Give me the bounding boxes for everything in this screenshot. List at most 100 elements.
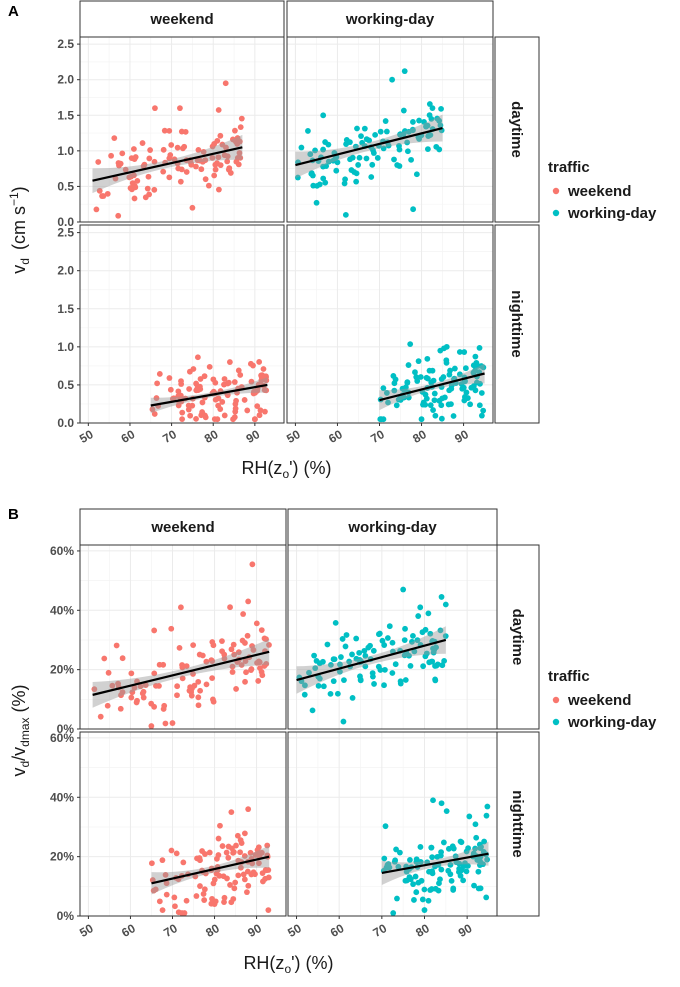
data-point	[126, 174, 133, 181]
data-point	[131, 146, 137, 152]
data-point	[134, 177, 141, 184]
data-point	[161, 127, 168, 134]
data-point	[471, 882, 477, 889]
x-axis-label-main: RH(z	[243, 953, 284, 973]
data-point	[415, 613, 422, 619]
y-axis-label-mid: /v	[9, 747, 29, 761]
data-point	[324, 641, 331, 648]
data-point	[427, 402, 434, 409]
data-point	[460, 877, 467, 884]
data-point	[477, 380, 483, 387]
panel-border	[287, 731, 498, 917]
data-point	[217, 132, 224, 139]
data-point	[160, 146, 167, 153]
data-point	[426, 101, 433, 107]
data-point	[410, 881, 417, 888]
legend: traffic weekend working-day	[548, 668, 657, 731]
data-point	[252, 416, 258, 423]
panel-border	[79, 36, 285, 223]
data-point	[381, 682, 387, 689]
data-point	[419, 629, 426, 636]
data-point	[466, 813, 473, 820]
data-point	[229, 663, 236, 670]
data-point	[357, 676, 364, 683]
data-point	[389, 639, 396, 646]
data-point	[417, 844, 424, 850]
data-point	[352, 143, 359, 150]
data-point	[462, 394, 468, 400]
data-point	[423, 123, 429, 130]
data-point	[212, 396, 219, 403]
data-point	[312, 665, 319, 672]
data-point	[404, 379, 411, 386]
data-point	[185, 406, 192, 413]
y-tick-label: 40%	[50, 790, 74, 804]
data-point	[97, 713, 104, 720]
data-point	[476, 345, 483, 351]
data-point	[149, 877, 156, 883]
data-point	[320, 112, 327, 119]
data-point	[433, 644, 439, 651]
data-point	[463, 868, 470, 875]
data-point	[134, 697, 140, 704]
data-point	[201, 373, 208, 380]
data-point	[422, 391, 429, 398]
data-point	[402, 625, 408, 632]
data-point	[225, 843, 232, 850]
data-point	[221, 894, 228, 901]
data-point	[320, 146, 326, 153]
data-point	[361, 647, 368, 654]
data-point	[178, 166, 185, 173]
data-point	[156, 898, 163, 905]
facet-panel-working-day-nighttime: 50 60 70 80 90	[284, 224, 494, 446]
data-point	[128, 694, 135, 701]
facet-panel-weekend-daytime: 0% 20% 40% 60%	[50, 544, 287, 736]
x-axis-label: RH(zo') (%)	[243, 953, 333, 976]
data-point	[242, 678, 248, 685]
data-point	[382, 666, 388, 673]
data-point	[109, 682, 116, 689]
data-point	[316, 675, 323, 682]
data-point	[356, 656, 363, 663]
data-point	[425, 375, 431, 382]
data-point	[261, 663, 268, 669]
x-axis-label-sub: o	[284, 962, 291, 976]
data-point	[419, 896, 426, 903]
data-point	[201, 886, 208, 893]
data-point	[439, 662, 446, 669]
facet-strip-label: nighttime	[508, 290, 525, 358]
fit-line	[381, 852, 489, 875]
data-point	[356, 154, 363, 161]
data-point	[381, 855, 388, 862]
data-point	[253, 620, 260, 627]
data-point	[460, 384, 467, 391]
data-point	[427, 132, 434, 138]
data-point	[478, 363, 485, 369]
data-point	[248, 666, 255, 672]
y-tick-label: 0.0	[57, 215, 74, 229]
data-point	[148, 723, 155, 729]
data-point	[343, 632, 350, 638]
data-point	[308, 170, 315, 177]
y-tick-label: 0%	[57, 909, 75, 923]
data-point	[209, 658, 216, 664]
data-point	[426, 659, 433, 666]
data-point	[368, 174, 375, 180]
y-tick-label: 60%	[50, 731, 74, 745]
facet-strip-daytime	[496, 544, 540, 730]
data-point	[231, 885, 238, 892]
data-point	[261, 387, 268, 394]
legend-key-working-day	[552, 209, 560, 217]
data-point	[443, 343, 450, 350]
data-point	[442, 601, 449, 608]
data-point	[397, 131, 404, 138]
data-point	[263, 636, 269, 643]
data-point	[462, 365, 469, 372]
data-point	[193, 163, 199, 170]
data-point	[129, 689, 136, 696]
data-point	[131, 684, 138, 691]
x-tick-label: 60	[326, 427, 345, 446]
data-point	[171, 156, 178, 163]
data-point	[161, 702, 168, 709]
data-point	[438, 105, 444, 112]
